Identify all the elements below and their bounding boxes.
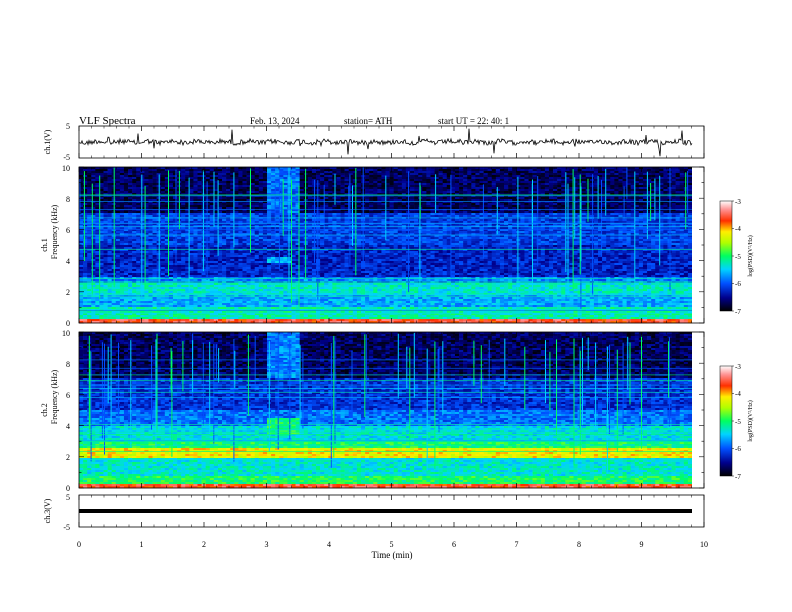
x-tick-label-2: 2 [202, 540, 206, 549]
x-tick-label-9: 9 [640, 540, 644, 549]
cb2-tick-m5: -5 [735, 418, 741, 426]
ch1-spec-ytick-8: 8 [66, 195, 70, 204]
x-tick-label-4: 4 [327, 540, 331, 549]
ch1-ylabel: ch.1(V) [43, 129, 52, 154]
ch3-ylabel: ch.3(V) [43, 498, 52, 523]
x-tick-label-3: 3 [265, 540, 269, 549]
ch1-spec-ytick-10: 10 [62, 164, 70, 173]
ch3-ytick-bottom: -5 [63, 523, 70, 532]
cb1-tick-m3: -3 [735, 198, 741, 206]
cb1-tick-m7: -7 [735, 308, 741, 316]
x-tick-label-0: 0 [77, 540, 81, 549]
cb1-tick-m4: -4 [735, 225, 741, 233]
x-tick-label-8: 8 [577, 540, 581, 549]
date-label: Feb. 13, 2024 [250, 116, 300, 126]
ch1-ytick-bottom: -5 [63, 153, 70, 162]
ch1-spec-ytick-4: 4 [66, 257, 70, 266]
ch2-spec-ytick-0: 0 [66, 484, 70, 493]
cb1-tick-m5: -5 [735, 253, 741, 261]
x-tick-label-10: 10 [700, 540, 708, 549]
ch2-colorbar: -3 -4 -5 -6 -7 log(PSD)(V²/Hz) [720, 363, 754, 481]
ch2-spec-ylabel-channel: ch.2 [40, 403, 49, 417]
ch3-waveform-panel: 5 -5 ch.3(V) 0 1 2 3 4 5 6 7 8 9 10 Time (min) [43, 493, 708, 560]
cb2-label: log(PSD)(V²/Hz) [747, 400, 754, 441]
ch3-waveform-line [79, 509, 692, 513]
x-tick-label-1: 1 [140, 540, 144, 549]
ch2-spec-ytick-10: 10 [62, 329, 70, 338]
ch1-waveform-panel: 5 -5 ch.1(V) [43, 122, 704, 162]
cb2-tick-m4: -4 [735, 390, 741, 398]
cb1-tick-m6: -6 [735, 280, 741, 288]
cb1-label: log(PSD)(V²/Hz) [747, 235, 754, 276]
cb2-tick-m7: -7 [735, 473, 741, 481]
ch1-ytick-top: 5 [66, 122, 70, 131]
x-tick-label-5: 5 [390, 540, 394, 549]
ch2-spec-ytick-6: 6 [66, 391, 70, 400]
ch1-spec-ytick-2: 2 [66, 288, 70, 297]
start-time-label: start UT = 22: 40: 1 [438, 116, 509, 126]
ch2-spec-ytick-8: 8 [66, 360, 70, 369]
ch2-spec-ytick-4: 4 [66, 422, 70, 431]
ch1-spec-ytick-0: 0 [66, 319, 70, 328]
ch1-spec-ylabel-freq: Frequency (kHz) [50, 204, 59, 259]
ch1-waveform-line [79, 129, 692, 157]
cb2-tick-m6: -6 [735, 445, 741, 453]
x-tick-label-7: 7 [515, 540, 519, 549]
x-axis-label: Time (min) [372, 550, 413, 560]
ch2-spec-ytick-2: 2 [66, 453, 70, 462]
ch3-ytick-top: 5 [66, 493, 70, 502]
ch1-spec-ytick-6: 6 [66, 226, 70, 235]
station-label: station= ATH [344, 116, 393, 126]
x-tick-label-6: 6 [452, 540, 456, 549]
ch1-spectrogram-panel: 0 2 4 6 8 10 ch.1 Frequency (kHz) [40, 164, 704, 328]
ch2-spectrogram-panel: 0 2 4 6 8 10 ch.2 Frequency (kHz) [40, 329, 704, 493]
ch2-spec-ylabel-freq: Frequency (kHz) [50, 369, 59, 424]
ch1-spec-ylabel-channel: ch.1 [40, 238, 49, 252]
cb2-tick-m3: -3 [735, 363, 741, 371]
figure-title: VLF Spectra [79, 115, 136, 127]
ch1-colorbar: -3 -4 -5 -6 -7 log(PSD)(V²/Hz) [720, 198, 754, 316]
